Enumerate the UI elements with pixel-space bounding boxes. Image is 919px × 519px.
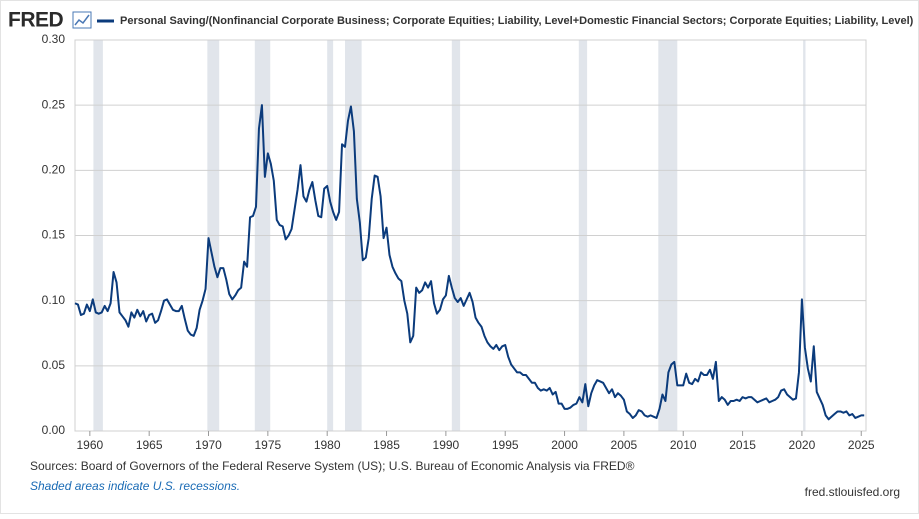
y-tick-label: 0.00 [42, 423, 66, 437]
x-tick-label: 1995 [492, 438, 519, 452]
series-line [74, 104, 865, 421]
x-tick-label: 1960 [76, 438, 103, 452]
x-tick-label: 1970 [195, 438, 222, 452]
plot-border [74, 39, 867, 432]
y-tick-label: 0.25 [42, 97, 66, 111]
x-tick-label: 1980 [314, 438, 341, 452]
x-tick-label: 1990 [433, 438, 460, 452]
x-tick-label: 2000 [551, 438, 578, 452]
y-tick-label: 0.05 [42, 358, 66, 372]
logo: FRED [8, 9, 64, 32]
y-tick-label: 0.10 [42, 293, 66, 307]
y-tick-label: 0.20 [42, 163, 66, 177]
credit: fred.stlouisfed.org [805, 485, 900, 499]
source: Sources: Board of Governors of the Feder… [30, 459, 635, 473]
x-tick-label: 1985 [373, 438, 400, 452]
x-tick-label: 2025 [848, 438, 875, 452]
x-tick-label: 2005 [611, 438, 638, 452]
legend-label: Personal Saving/(Nonfinancial Corporate … [120, 15, 914, 27]
x-tick-label: 1965 [136, 438, 163, 452]
x-tick-label: 2015 [729, 438, 756, 452]
logo-icon [72, 11, 92, 29]
x-tick-label: 2010 [670, 438, 697, 452]
x-tick-label: 1975 [255, 438, 282, 452]
note: Shaded areas indicate U.S. recessions. [30, 479, 240, 493]
x-tick-label: 2020 [789, 438, 816, 452]
y-tick-label: 0.15 [42, 228, 66, 242]
y-tick-label: 0.30 [42, 32, 66, 46]
